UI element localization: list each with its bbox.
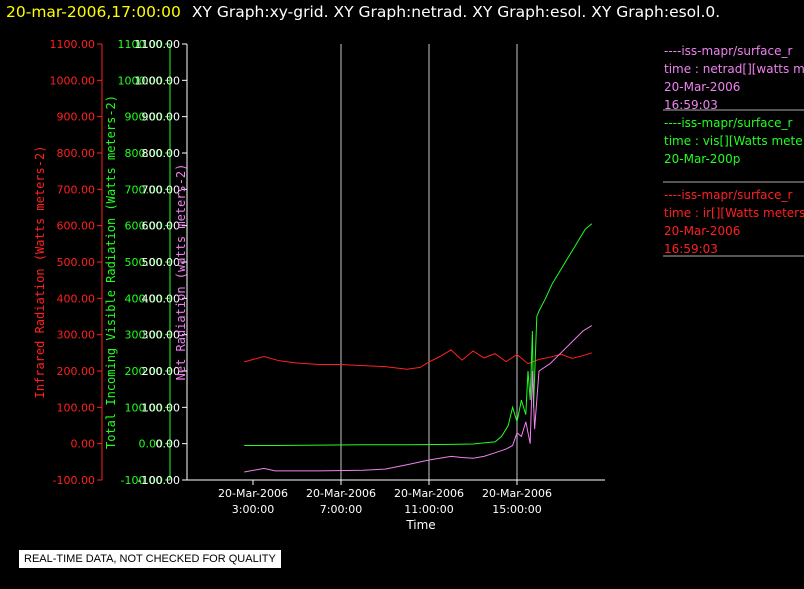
timestamp: 20-mar-2006,17:00:00 <box>6 3 181 21</box>
legend-line: 16:59:03 <box>664 98 718 112</box>
legend-line: 20-Mar-2006 <box>664 224 741 238</box>
y-axis-1-tick-label: 600.00 <box>125 220 164 233</box>
legend-line: ----iss-mapr/surface_r <box>664 188 793 202</box>
legend-line: 20-Mar-200p <box>664 152 741 166</box>
x-tick-date-3: 20-Mar-2006 <box>482 487 552 500</box>
legend-line: 20-Mar-2006 <box>664 80 741 94</box>
legend-line: time : vis[][Watts mete <box>664 134 803 148</box>
y-axis-2-tick-label: 1100.00 <box>135 38 181 51</box>
y-axis-2-tick-label: 1000.00 <box>135 74 181 87</box>
y-axis-2-tick-label: 400.00 <box>142 292 181 305</box>
y-axis-0-tick-label: 0.00 <box>71 438 96 451</box>
y-axis-1-tick-label: -100.00 <box>121 474 163 487</box>
y-axis-0-tick-label: 500.00 <box>57 256 96 269</box>
y-axis-2-tick-label: 100.00 <box>142 401 181 414</box>
y-axis-2-tick-label: 800.00 <box>142 147 181 160</box>
y-axis-1-tick-label: 700.00 <box>125 183 164 196</box>
y-axis-1-tick-label: 100.00 <box>125 401 164 414</box>
y-axis-label-2: Net Radiation (watts meters-2) <box>174 164 188 381</box>
legend-line: 16:59:03 <box>664 242 718 256</box>
y-axis-2-tick-label: 300.00 <box>142 329 181 342</box>
y-axis-2-tick-label: 200.00 <box>142 365 181 378</box>
y-axis-2-tick-label: 500.00 <box>142 256 181 269</box>
y-axis-2-tick-label: 0.00 <box>156 438 181 451</box>
y-axis-1-tick-label: 200.00 <box>125 365 164 378</box>
series-line-visible <box>244 223 593 446</box>
y-axis-0-tick-label: 700.00 <box>57 183 96 196</box>
y-axis-1-tick-label: 0.00 <box>139 438 164 451</box>
x-axis-label: Time <box>405 518 435 532</box>
y-axis-0-tick-label: 300.00 <box>57 329 96 342</box>
y-axis-2-tick-label: 600.00 <box>142 220 181 233</box>
y-axis-0-tick-label: 1100.00 <box>50 38 96 51</box>
y-axis-1-tick-label: 900.00 <box>125 111 164 124</box>
y-axis-0-tick-label: 1000.00 <box>50 74 96 87</box>
y-axis-0-tick-label: 900.00 <box>57 111 96 124</box>
x-tick-date-1: 20-Mar-2006 <box>306 487 376 500</box>
y-axis-1-tick-label: 1000.00 <box>118 74 164 87</box>
y-axis-1-tick-label: 1100.00 <box>118 38 164 51</box>
y-axis-label-0: Infrared Radiation (Watts meters-2) <box>33 146 47 399</box>
y-axis-1-tick-label: 400.00 <box>125 292 164 305</box>
y-axis-0-tick-label: 100.00 <box>57 401 96 414</box>
y-axis-0-tick-label: 200.00 <box>57 365 96 378</box>
x-tick-date-0: 20-Mar-2006 <box>218 487 288 500</box>
legend-line: ----iss-mapr/surface_r <box>664 44 793 58</box>
y-axis-1-tick-label: 500.00 <box>125 256 164 269</box>
x-tick-time-2: 11:00:00 <box>404 503 453 516</box>
y-axis-label-1: Total Incoming Visible Radiation (Watts … <box>104 95 118 449</box>
legend-line: ----iss-mapr/surface_r <box>664 116 793 130</box>
x-tick-date-2: 20-Mar-2006 <box>394 487 464 500</box>
legend-line: time : ir[][Watts meters <box>664 206 804 220</box>
y-axis-1-tick-label: 300.00 <box>125 329 164 342</box>
series-line-infrared <box>244 349 592 370</box>
y-axis-0-tick-label: 800.00 <box>57 147 96 160</box>
graph-list: XY Graph:xy-grid. XY Graph:netrad. XY Gr… <box>191 3 721 21</box>
y-axis-1-tick-label: 800.00 <box>125 147 164 160</box>
x-tick-time-3: 15:00:00 <box>492 503 541 516</box>
x-tick-time-0: 3:00:00 <box>232 503 274 516</box>
y-axis-0-tick-label: 400.00 <box>57 292 96 305</box>
x-tick-time-1: 7:00:00 <box>320 503 362 516</box>
title-bar: 20-mar-2006,17:00:00 XY Graph:xy-grid. X… <box>6 3 720 21</box>
y-axis-2-tick-label: -100.00 <box>138 474 180 487</box>
legend-line: time : netrad[][watts m <box>664 62 804 76</box>
y-axis-0-tick-label: 600.00 <box>57 220 96 233</box>
y-axis-0-tick-label: -100.00 <box>53 474 95 487</box>
y-axis-2-tick-label: 700.00 <box>142 183 181 196</box>
series-line-net <box>244 325 593 473</box>
y-axis-2-tick-label: 900.00 <box>142 111 181 124</box>
qc-note: REAL-TIME DATA, NOT CHECKED FOR QUALITY <box>19 550 281 568</box>
